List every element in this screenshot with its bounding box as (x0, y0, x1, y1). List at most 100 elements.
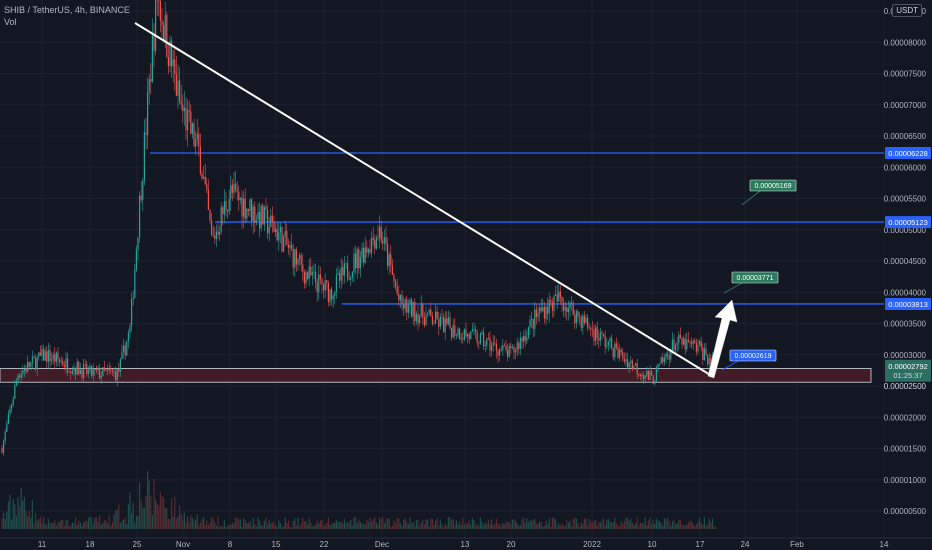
candle-body (603, 333, 605, 337)
candle-body (241, 197, 243, 217)
candle-body (198, 133, 200, 147)
currency-button[interactable]: USDT (892, 4, 922, 17)
trendline[interactable] (134, 22, 713, 377)
candle-body (270, 215, 272, 228)
time-tick-label: 14 (880, 540, 889, 549)
candle-body (278, 232, 280, 241)
arrow-shape[interactable] (707, 299, 738, 379)
candle-body (94, 368, 96, 370)
volume-bar (574, 517, 576, 529)
candle-body (543, 306, 545, 319)
volume-bar (252, 518, 254, 529)
volume-bar (534, 518, 536, 529)
volume-bar (502, 523, 504, 529)
candle-body (303, 272, 305, 284)
candle-body (524, 335, 526, 341)
hline-price-label[interactable] (885, 297, 931, 310)
projection-arrow[interactable] (707, 299, 738, 379)
price-tick-label: 0.00001500 (884, 445, 927, 454)
price-tick-label: 0.00001000 (884, 476, 927, 485)
candle-body (409, 299, 411, 306)
candle-body (491, 345, 493, 351)
annotation-box[interactable] (729, 349, 777, 362)
candle-body (708, 358, 710, 365)
volume-bar (321, 519, 323, 529)
annotation-pointer (721, 360, 739, 371)
candle-body (116, 368, 118, 381)
volume-bar (361, 523, 363, 529)
volume-bar (475, 525, 477, 529)
volume-bar (12, 499, 14, 529)
volume-bar (295, 526, 297, 529)
volume-bar (703, 517, 705, 529)
volume-bar (324, 526, 326, 529)
candle-body (609, 338, 611, 342)
candle-body (159, 1, 161, 21)
volume-bar (422, 519, 424, 529)
volume-bar (587, 525, 589, 529)
annotation-box[interactable] (749, 179, 797, 192)
candle-body (497, 350, 499, 356)
candle-body (103, 367, 105, 371)
candle-body (412, 301, 414, 317)
candle-body (670, 350, 672, 360)
candle-body (532, 319, 534, 329)
candle-body (695, 342, 697, 352)
volume-indicator-label[interactable]: Vol (4, 17, 17, 27)
volume-bar (401, 526, 403, 529)
volume-bar (129, 492, 131, 529)
candle-body (289, 244, 291, 248)
hline-price-label[interactable] (885, 216, 931, 229)
volume-bar (396, 517, 398, 529)
volume-bar (556, 526, 558, 529)
volume-bar (644, 517, 646, 529)
candle-body (81, 369, 83, 378)
candle-body (599, 332, 601, 341)
volume-bar (97, 521, 99, 529)
volume-bar (393, 520, 395, 529)
candle-body (681, 337, 683, 345)
volume-bar (521, 519, 523, 529)
support-zone[interactable] (0, 368, 872, 383)
candle-body (492, 342, 494, 346)
volume-bar (243, 517, 245, 529)
volume-bar (115, 510, 117, 529)
volume-bar (699, 518, 701, 529)
candle-body (311, 272, 313, 276)
candle-body (350, 277, 352, 280)
volume-bar (159, 492, 161, 529)
candle-body (593, 329, 595, 341)
candle-body (83, 364, 85, 378)
annotation-notes[interactable]: 0.00005169 0.00003771 0.00002619 (721, 179, 797, 371)
volume-bar (235, 517, 237, 529)
volume-bar (561, 523, 563, 529)
volume-bar (161, 496, 163, 529)
candle-body (185, 107, 187, 131)
time-axis[interactable]: 11 18 25 Nov 8 15 22 Dec 13 20 2022 10 17 24 Feb 14 (0, 537, 932, 549)
candle-body (622, 352, 624, 359)
candle-body (459, 328, 461, 340)
candle-body (249, 199, 251, 211)
volume-bar (483, 524, 485, 529)
last-price-label[interactable] (885, 359, 931, 382)
candle-body (398, 294, 400, 301)
symbol-title[interactable]: SHIB / TetherUS, 4h, BINANCE (4, 5, 130, 15)
volume-bar (59, 521, 61, 529)
volume-bar (433, 525, 435, 529)
volume-bar (180, 514, 182, 529)
volume-bar (643, 523, 645, 529)
volume-bar (499, 524, 501, 529)
candle-body (415, 313, 417, 322)
annotation-box[interactable] (731, 271, 779, 284)
candle-body (70, 372, 72, 374)
volume-bar (430, 518, 432, 529)
price-axis[interactable]: 0.00000500 0.00001000 0.00001500 0.00002000… (884, 0, 932, 538)
price-tick-label: 0.00000500 (884, 507, 927, 516)
candle-body (441, 316, 443, 318)
volume-bar (595, 520, 597, 529)
hline-price-label[interactable] (885, 147, 931, 159)
volume-bar (492, 525, 494, 529)
horizontal-lines[interactable] (150, 152, 884, 305)
candle-body (643, 375, 645, 379)
